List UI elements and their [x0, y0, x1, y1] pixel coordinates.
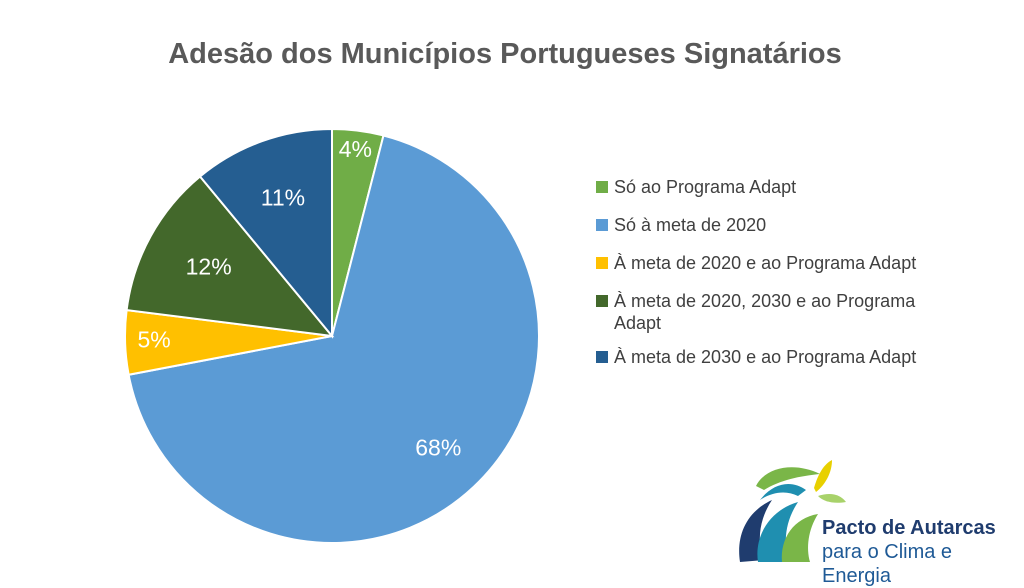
legend-swatch: [596, 219, 608, 231]
legend-item: À meta de 2020 e ao Programa Adapt: [596, 252, 976, 274]
pie-slice: [127, 134, 540, 544]
legend-label: Só ao Programa Adapt: [614, 177, 797, 197]
legend-item: Só à meta de 2020: [596, 214, 976, 236]
legend-swatch: [596, 295, 608, 307]
slice-data-label: 5%: [137, 327, 170, 353]
legend-label: À meta de 2030 e ao Programa Adapt: [614, 347, 917, 367]
legend-label: À meta de 2020, 2030 e ao Programa Adapt: [614, 291, 916, 333]
pie-slice: [198, 127, 333, 339]
slice-data-label: 4%: [339, 136, 372, 162]
legend-swatch: [596, 351, 608, 363]
legend-swatch: [596, 181, 608, 193]
slice-data-label: 11%: [261, 185, 305, 211]
logo-emblem-icon: [739, 460, 846, 562]
chart-title: Adesão dos Municípios Portugueses Signat…: [168, 38, 842, 70]
slice-data-label: 12%: [186, 253, 232, 279]
logo-title: Pacto de Autarcas: [822, 517, 996, 539]
legend-item: Só ao Programa Adapt: [596, 176, 976, 198]
pie-slice: [125, 175, 335, 338]
pacto-de-autarcas-logo: Pacto de Autarcas para o Clima e Energia: [736, 456, 1024, 587]
logo-subtitle: para o Clima e Energia: [822, 541, 953, 587]
legend-item: À meta de 2030 e ao Programa Adapt: [596, 346, 976, 368]
legend-label: Só à meta de 2020: [614, 215, 767, 235]
pie-chart: 4% 68% 5% 12% 11%: [124, 127, 540, 544]
chart-legend: Só ao Programa Adapt Só à meta de 2020 À…: [596, 176, 976, 384]
logo-text: Pacto de Autarcas para o Clima e Energia: [822, 516, 1024, 588]
legend-item: À meta de 2020, 2030 e ao Programa Adapt: [596, 290, 976, 334]
slice-data-label: 68%: [415, 434, 461, 460]
legend-swatch: [596, 257, 608, 269]
legend-label: À meta de 2020 e ao Programa Adapt: [614, 253, 917, 273]
